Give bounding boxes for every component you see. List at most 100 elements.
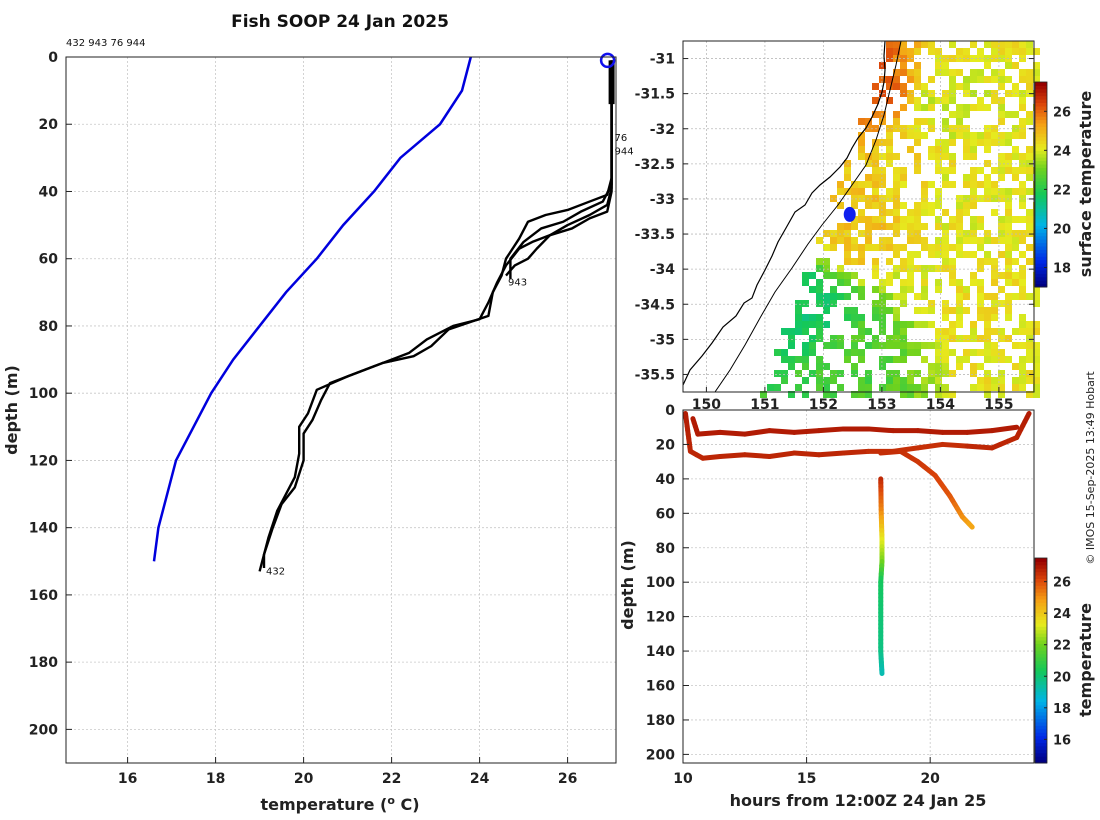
sst-cell bbox=[970, 188, 977, 195]
sst-cell bbox=[893, 41, 900, 48]
sst-cell bbox=[788, 363, 795, 370]
sst-cell bbox=[921, 307, 928, 314]
sst-cell bbox=[942, 174, 949, 181]
section-colorbar-label: temperature bbox=[1076, 603, 1095, 717]
sst-cell bbox=[984, 314, 991, 321]
sst-cell bbox=[886, 146, 893, 153]
sst-cell bbox=[1012, 188, 1019, 195]
sst-cell bbox=[865, 328, 872, 335]
map-colorbar-segment bbox=[1035, 266, 1047, 271]
sst-cell bbox=[844, 244, 851, 251]
sst-cell bbox=[830, 370, 837, 377]
sst-cell bbox=[921, 377, 928, 384]
sst-cell bbox=[914, 251, 921, 258]
sst-cell bbox=[858, 188, 865, 195]
x-label-main: temperature ( bbox=[260, 795, 387, 814]
sst-cell bbox=[816, 258, 823, 265]
sst-cell bbox=[942, 97, 949, 104]
map-colorbar: 18 20 22 24 26 bbox=[1034, 81, 1071, 288]
section-segment-upcast-1 bbox=[717, 452, 748, 459]
sst-cell bbox=[970, 195, 977, 202]
sst-cell bbox=[963, 307, 970, 314]
section-plot-area bbox=[683, 410, 1034, 763]
sst-cell bbox=[1033, 76, 1040, 83]
map-colorbar-segment bbox=[1035, 170, 1047, 175]
sst-cell bbox=[998, 48, 1005, 55]
sst-cell bbox=[991, 209, 998, 216]
sst-cell bbox=[914, 321, 921, 328]
sst-cell bbox=[851, 223, 858, 230]
sst-cell bbox=[879, 293, 886, 300]
sst-cell bbox=[1019, 188, 1026, 195]
sst-cell bbox=[893, 356, 900, 363]
sst-cell bbox=[984, 251, 991, 258]
sst-cell bbox=[907, 265, 914, 272]
section-colorbar-segment bbox=[1035, 711, 1047, 716]
sst-cell bbox=[837, 237, 844, 244]
sst-cell bbox=[816, 377, 823, 384]
sst-cell bbox=[949, 279, 956, 286]
sst-cell bbox=[1012, 363, 1019, 370]
sst-cell bbox=[956, 237, 963, 244]
section-colorbar-segment bbox=[1035, 749, 1047, 754]
sst-cell bbox=[963, 335, 970, 342]
sst-cell bbox=[1019, 153, 1026, 160]
section-colorbar-segment bbox=[1035, 602, 1047, 607]
section-y-tick-label: 120 bbox=[646, 610, 675, 626]
sst-cell bbox=[1012, 244, 1019, 251]
section-y-tick-label: 40 bbox=[656, 472, 676, 488]
sst-cell bbox=[984, 328, 991, 335]
sst-cell bbox=[865, 244, 872, 251]
section-segment-upcast-2 bbox=[865, 426, 896, 434]
sst-cell bbox=[956, 111, 963, 118]
map-colorbar-tick-label: 20 bbox=[1053, 222, 1071, 237]
sst-cell bbox=[970, 146, 977, 153]
sst-cell bbox=[1005, 48, 1012, 55]
sst-cell bbox=[963, 111, 970, 118]
sst-cell bbox=[1012, 48, 1019, 55]
sst-map: 150 151 152 153 154 155 -31 -31.5 -32 -32.5 -33 -33… bbox=[635, 40, 1095, 413]
sst-cell bbox=[886, 356, 893, 363]
sst-cell bbox=[907, 209, 914, 216]
sst-cell bbox=[977, 314, 984, 321]
sst-cell bbox=[1026, 118, 1033, 125]
sst-cell bbox=[963, 90, 970, 97]
sst-cell bbox=[921, 272, 928, 279]
map-colorbar-segment bbox=[1035, 218, 1047, 223]
sst-cell bbox=[879, 237, 886, 244]
profile-x-axis-label: temperature (o C) bbox=[260, 794, 419, 814]
section-colorbar-segment bbox=[1035, 701, 1047, 706]
sst-cell bbox=[977, 265, 984, 272]
sst-cell bbox=[977, 167, 984, 174]
section-colorbar-segment bbox=[1035, 616, 1047, 620]
y-tick-label: 160 bbox=[29, 588, 58, 604]
sst-cell bbox=[1012, 83, 1019, 90]
sst-cell bbox=[795, 307, 802, 314]
profile-y-axis-label: depth (m) bbox=[2, 365, 21, 455]
sst-cell bbox=[977, 76, 984, 83]
sst-cell bbox=[816, 363, 823, 370]
sst-cell bbox=[970, 202, 977, 209]
sst-cell bbox=[949, 328, 956, 335]
sst-cell bbox=[900, 384, 907, 391]
sst-cell bbox=[907, 349, 914, 356]
section-colorbar-segment bbox=[1035, 646, 1047, 651]
sst-cell bbox=[998, 356, 1005, 363]
profile-line-432 bbox=[258, 60, 613, 572]
sst-cell bbox=[963, 55, 970, 62]
section-colorbar-segment bbox=[1035, 629, 1047, 634]
sst-cell bbox=[956, 300, 963, 307]
sst-cell bbox=[1026, 153, 1033, 160]
sst-cell bbox=[970, 251, 977, 258]
sst-cell bbox=[1019, 181, 1026, 188]
map-colorbar-segment bbox=[1035, 129, 1047, 134]
sst-cell bbox=[823, 300, 830, 307]
sst-cell bbox=[900, 181, 907, 188]
map-colorbar-segment bbox=[1035, 259, 1047, 264]
sst-cell bbox=[928, 307, 935, 314]
sst-cell bbox=[914, 307, 921, 314]
sst-cell bbox=[900, 41, 907, 48]
sst-cell bbox=[942, 139, 949, 146]
sst-cell bbox=[816, 279, 823, 286]
